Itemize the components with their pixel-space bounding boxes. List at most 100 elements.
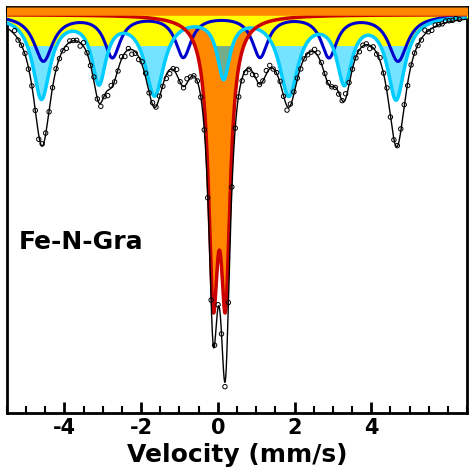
Point (28, 82, 36, 90)
Point (263, 67, 270, 74)
Point (225, 299, 232, 306)
Point (387, 113, 394, 121)
Point (138, 58, 146, 65)
Point (25, 65, 32, 73)
Point (76, 42, 84, 50)
Point (87, 62, 94, 69)
Point (293, 74, 301, 82)
Point (249, 71, 256, 78)
Point (204, 194, 211, 201)
Point (90, 73, 98, 81)
Point (238, 77, 246, 84)
Point (121, 53, 129, 60)
Point (301, 55, 308, 63)
Point (190, 72, 198, 80)
Point (255, 81, 263, 89)
Point (63, 45, 70, 52)
Point (52, 65, 60, 73)
Point (318, 59, 325, 66)
Point (397, 125, 405, 133)
Point (276, 78, 284, 85)
Point (46, 108, 53, 116)
Point (207, 296, 215, 304)
Point (380, 69, 387, 77)
Point (169, 65, 177, 73)
Point (283, 106, 291, 114)
Point (383, 84, 391, 92)
Point (359, 41, 366, 49)
Point (252, 72, 260, 79)
Point (66, 37, 73, 45)
Point (18, 41, 25, 49)
Point (93, 95, 101, 103)
Point (104, 92, 111, 100)
Point (38, 140, 46, 147)
Point (297, 65, 305, 73)
Point (390, 136, 398, 144)
Point (201, 126, 208, 134)
Point (363, 40, 370, 47)
Point (307, 48, 315, 56)
Point (83, 49, 91, 57)
Point (35, 136, 43, 143)
Point (335, 91, 343, 98)
Point (456, 16, 463, 23)
Point (266, 62, 273, 69)
Point (331, 83, 339, 91)
Point (235, 93, 243, 100)
Point (376, 54, 384, 62)
Point (100, 93, 108, 100)
Point (452, 15, 460, 22)
Point (311, 46, 319, 53)
Point (287, 100, 294, 108)
Point (356, 48, 363, 55)
Point (180, 84, 187, 91)
Point (187, 73, 194, 81)
Point (155, 92, 163, 100)
Point (321, 70, 328, 77)
Point (218, 330, 225, 338)
Point (401, 101, 408, 109)
Point (159, 82, 167, 90)
Point (49, 84, 56, 91)
Point (442, 17, 449, 25)
Point (221, 383, 229, 391)
Point (163, 75, 170, 82)
Point (273, 69, 281, 76)
Point (135, 56, 143, 64)
Text: Fe-N-Gra: Fe-N-Gra (18, 230, 143, 254)
Point (214, 301, 222, 309)
Point (352, 54, 360, 62)
Point (431, 21, 439, 29)
Point (152, 103, 160, 111)
Point (11, 27, 18, 35)
Point (80, 39, 87, 46)
Point (314, 49, 322, 56)
Point (435, 21, 443, 28)
Point (304, 51, 311, 59)
Point (42, 129, 49, 137)
Point (259, 77, 267, 85)
Point (146, 89, 153, 97)
Point (428, 27, 436, 34)
Point (197, 93, 205, 101)
Point (369, 43, 377, 51)
Point (328, 83, 336, 91)
Point (193, 77, 201, 85)
X-axis label: Velocity (mm/s): Velocity (mm/s) (127, 443, 347, 467)
Point (14, 36, 22, 44)
Point (449, 17, 456, 24)
Point (125, 45, 132, 52)
Point (108, 82, 115, 90)
Point (21, 50, 29, 57)
Point (73, 36, 81, 44)
Point (345, 79, 353, 86)
Point (114, 67, 122, 75)
Point (411, 49, 419, 57)
Point (342, 90, 349, 98)
Point (242, 69, 249, 76)
Point (438, 20, 446, 27)
Point (97, 102, 105, 110)
Point (269, 65, 277, 73)
Point (338, 97, 346, 104)
